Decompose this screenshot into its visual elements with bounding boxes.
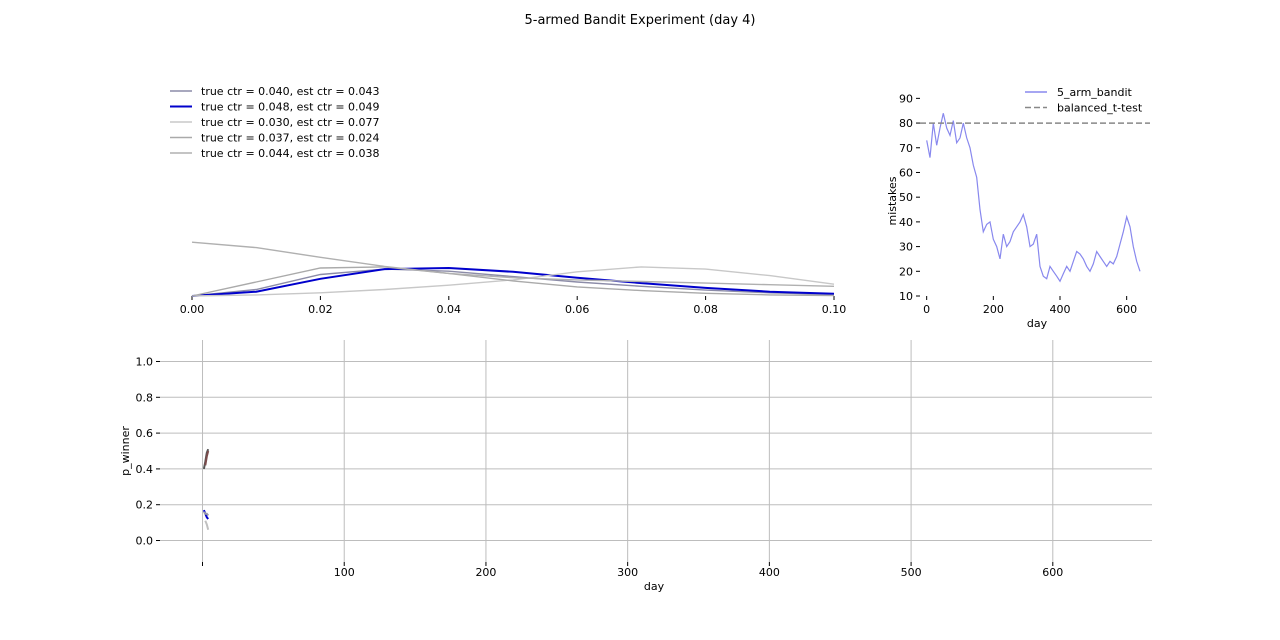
legend-entry: true ctr = 0.037, est ctr = 0.024 <box>201 132 380 145</box>
x-tick-label: 0.08 <box>693 303 718 316</box>
x-tick-label: 600 <box>1042 566 1063 579</box>
y-tick-label: 50 <box>899 191 913 204</box>
x-tick-label: 0.10 <box>822 303 847 316</box>
density-line-3 <box>191 266 835 297</box>
y-tick-label: 70 <box>899 142 913 155</box>
y-axis-label: mistakes <box>886 176 899 225</box>
y-axis-label: p_winner <box>119 426 132 476</box>
legend-entry: 5_arm_bandit <box>1057 86 1133 99</box>
x-tick-label: 500 <box>901 566 922 579</box>
density-line-4 <box>191 266 835 297</box>
x-tick-label: 400 <box>759 566 780 579</box>
x-axis-label: day <box>1027 317 1048 330</box>
y-tick-label: 80 <box>899 117 913 130</box>
y-tick-label: 90 <box>899 92 913 105</box>
y-tick-label: 20 <box>899 265 913 278</box>
y-tick-label: 0.0 <box>136 535 154 548</box>
legend-entry: true ctr = 0.044, est ctr = 0.038 <box>201 147 380 160</box>
p-winner-panel: 0.0 0.2 0.4 0.6 0.8 1.0 100 200 300 400 500 600 day p… <box>119 340 1152 593</box>
y-tick-label: 60 <box>899 166 913 179</box>
bandit-mistakes-line <box>926 113 1141 283</box>
p-winner-line-4 <box>203 511 209 517</box>
y-tick-label: 1.0 <box>136 355 154 368</box>
x-tick-label: 100 <box>334 566 355 579</box>
y-tick-label: 0.6 <box>136 427 154 440</box>
y-tick-label: 30 <box>899 241 913 254</box>
density-panel: 0.00 0.02 0.04 0.06 0.08 0.10 true ctr = 0.040… <box>170 85 846 316</box>
legend-entry: true ctr = 0.030, est ctr = 0.077 <box>201 116 380 129</box>
x-axis-label: day <box>644 580 665 593</box>
x-tick-label: 0.02 <box>308 303 333 316</box>
x-tick-label: 0.00 <box>180 303 205 316</box>
x-tick-label: 300 <box>617 566 638 579</box>
y-tick-label: 40 <box>899 216 913 229</box>
x-tick-label: 0.04 <box>437 303 462 316</box>
legend-entry: balanced_t-test <box>1057 102 1143 115</box>
p-winner-line-2 <box>204 450 210 466</box>
density-line-1 <box>191 268 835 297</box>
y-tick-label: 10 <box>899 290 913 303</box>
mistakes-panel: 10 20 30 40 50 60 70 80 90 0 200 400 600 day mistakes 5… <box>886 86 1150 330</box>
x-tick-label: 200 <box>983 303 1004 316</box>
density-line-5 <box>191 241 835 287</box>
x-tick-label: 0.06 <box>565 303 590 316</box>
density-line-2 <box>191 266 835 297</box>
y-tick-label: 0.8 <box>136 391 154 404</box>
x-tick-label: 200 <box>475 566 496 579</box>
figure-title: 5-armed Bandit Experiment (day 4) <box>524 13 755 28</box>
x-tick-label: 0 <box>923 303 930 316</box>
legend-entry: true ctr = 0.040, est ctr = 0.043 <box>201 85 380 98</box>
y-tick-label: 0.2 <box>136 499 154 512</box>
x-tick-label: 600 <box>1116 303 1137 316</box>
y-tick-label: 0.4 <box>136 463 154 476</box>
p-winner-line-5 <box>204 520 210 531</box>
legend-entry: true ctr = 0.048, est ctr = 0.049 <box>201 101 380 114</box>
x-tick-label: 400 <box>1050 303 1071 316</box>
